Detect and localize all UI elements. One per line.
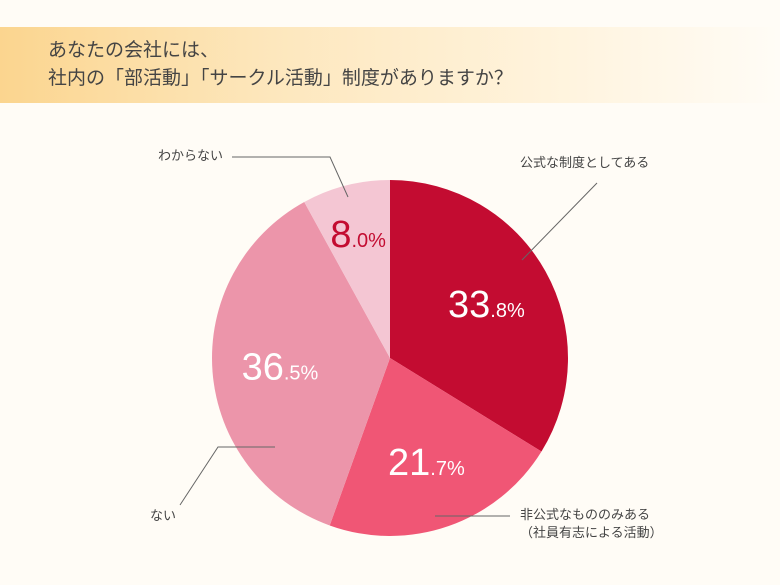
slice-label-unofficial-line-2: （社員有志による活動） [520, 526, 663, 541]
title-line-1: あなたの会社には、 [48, 39, 220, 61]
leader-line-official [521, 182, 598, 261]
slice-label-official: 公式な制度としてある [520, 156, 650, 171]
title-band [0, 27, 780, 103]
pie-slice-unknown [304, 180, 390, 358]
value-label-unofficial: 21.7% [388, 442, 465, 484]
slice-label-none: ない [150, 509, 177, 524]
value-label-official: 33.8% [448, 284, 525, 326]
value-label-unknown: 8.0% [330, 214, 386, 256]
slice-label-unofficial-line-1: 非公式なもののみある [520, 508, 651, 523]
pie-slice-official [390, 180, 568, 452]
title-line-2: 社内の「部活動」「サークル活動」制度がありますか？ [48, 67, 513, 89]
pie-slice-none [211, 202, 390, 526]
chart-title: あなたの会社には、 社内の「部活動」「サークル活動」制度がありますか？ [48, 36, 513, 92]
slice-label-unofficial: 非公式なもののみある （社員有志による活動） [520, 507, 663, 543]
slice-label-unknown: わからない [158, 149, 224, 164]
pie-slice-unofficial [329, 358, 542, 536]
leader-line-unknown [232, 156, 349, 198]
value-label-none: 36.5% [242, 347, 319, 389]
leader-line-none [179, 446, 275, 506]
